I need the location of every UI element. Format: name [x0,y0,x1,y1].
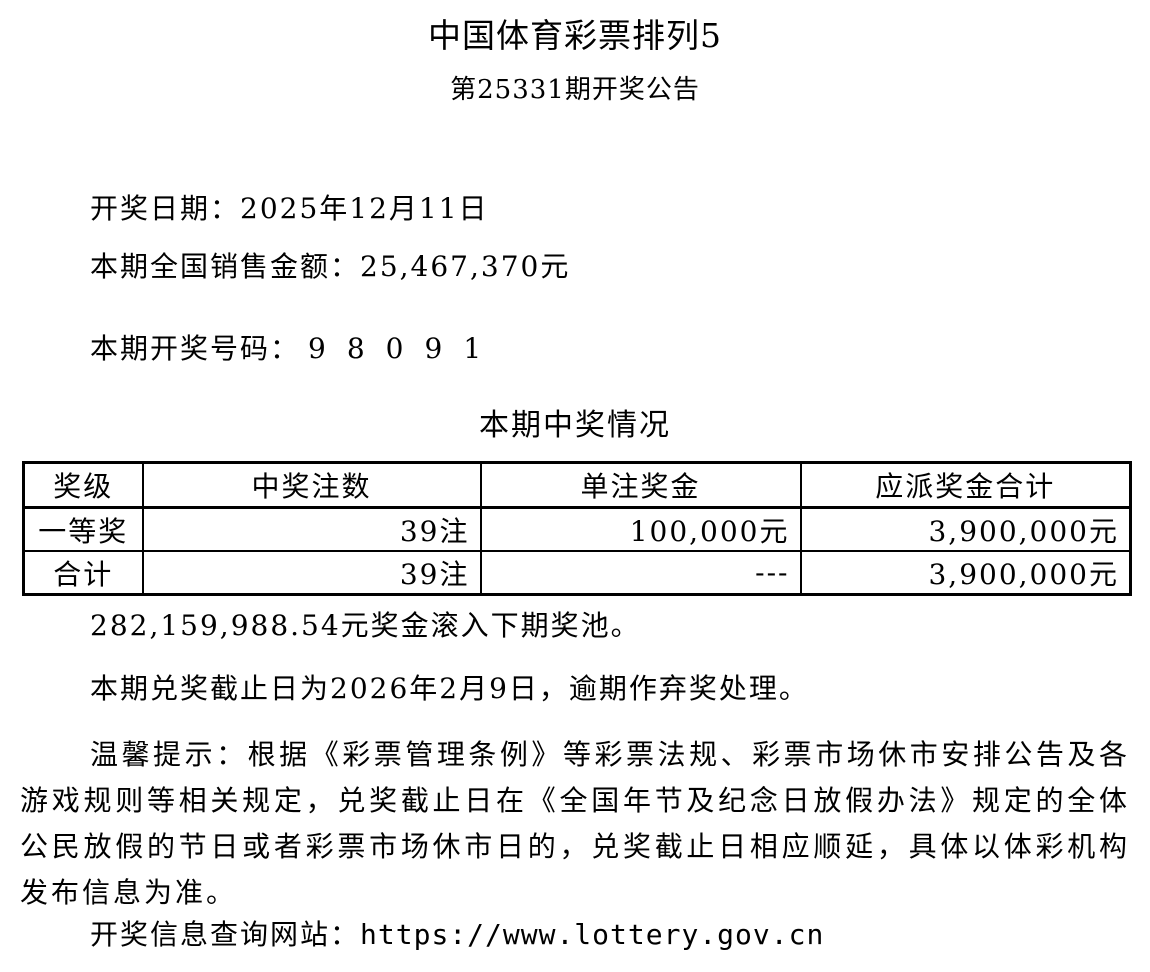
total-prize-cell: 3,900,000元 [799,550,1132,596]
prize-level-cell: 合计 [22,550,144,596]
sales-amount-value: 25,467,370元 [360,250,571,283]
single-prize-cell: 100,000元 [479,506,802,552]
winning-number-digit: 1 [463,332,484,365]
sales-amount-label: 本期全国销售金额： [90,250,361,283]
redeem-deadline-note: 本期兑奖截止日为2026年2月9日，逾期作弃奖处理。 [90,672,809,705]
website-url: https://www.lottery.gov.cn [360,918,825,951]
friendly-tips-note: 温馨提示：根据《彩票管理条例》等彩票法规、彩票市场休市安排公告及各游戏规则等相关… [20,738,1130,909]
prize-level-cell: 一等奖 [22,506,144,552]
prize-section-title: 本期中奖情况 [479,408,671,443]
winning-number-digit: 8 [346,332,367,365]
single-prize-cell: --- [479,550,802,596]
rollover-note: 282,159,988.54元奖金滚入下期奖池。 [90,609,641,642]
sales-amount-line: 本期全国销售金额：25,467,370元 [0,251,1150,283]
winning-number-digit: 9 [308,332,328,365]
draw-date-label: 开奖日期： [90,192,241,225]
winning-numbers-line: 本期开奖号码： 9 8 0 9 1 [0,333,1150,365]
page-title: 中国体育彩票排列5 [428,16,722,55]
column-header-bet-count: 中奖注数 [141,461,482,509]
page-subtitle: 第25331期开奖公告 [450,75,700,105]
website-line: 开奖信息查询网站：https://www.lottery.gov.cn [20,918,1130,952]
bet-count-cell: 39注 [141,550,482,596]
table-row-first-prize: 一等奖 39注 100,000元 3,900,000元 [22,506,1132,552]
winning-number-digit: 0 [385,332,406,365]
table-row-total: 合计 39注 --- 3,900,000元 [22,550,1132,596]
bet-count-cell: 39注 [141,506,482,552]
website-label: 开奖信息查询网站： [90,918,361,951]
prize-table-header-row: 奖级 中奖注数 单注奖金 应派奖金合计 [22,461,1132,509]
column-header-total-prize: 应派奖金合计 [799,461,1132,509]
column-header-prize-level: 奖级 [22,461,144,509]
total-prize-cell: 3,900,000元 [799,506,1132,552]
draw-date-value: 2025年12月11日 [240,192,489,225]
winning-number-digit: 9 [424,332,445,365]
winning-numbers-label: 本期开奖号码： [90,332,301,365]
draw-date-line: 开奖日期：2025年12月11日 [0,193,1150,225]
column-header-single-prize: 单注奖金 [479,461,802,509]
prize-table: 奖级 中奖注数 单注奖金 应派奖金合计 一等奖 39注 100,000元 3,9… [22,461,1132,596]
